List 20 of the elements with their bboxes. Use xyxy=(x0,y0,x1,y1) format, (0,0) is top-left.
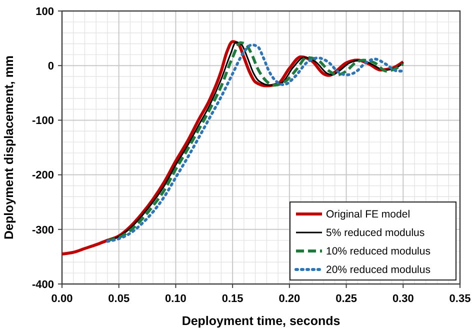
y-tick-label: -400 xyxy=(32,278,54,291)
y-tick-label: -200 xyxy=(32,170,54,182)
x-tick-label: 0.10 xyxy=(165,293,186,305)
y-tick-label: 100 xyxy=(36,6,54,18)
y-axis-title: Deployment displacement, mm xyxy=(2,55,16,240)
x-axis-title: Deployment time, seconds xyxy=(182,314,340,328)
x-tick-label: 0.35 xyxy=(449,293,471,305)
x-tick-label: 0.30 xyxy=(392,293,414,305)
legend-label: 5% reduced modulus xyxy=(326,227,425,240)
y-tick-label: -100 xyxy=(32,115,54,128)
x-tick-label: 0.00 xyxy=(51,293,73,305)
y-tick-label: 0 xyxy=(48,60,54,72)
x-tick-label: 0.20 xyxy=(278,293,300,305)
x-tick-label: 0.15 xyxy=(222,293,244,305)
legend-label: 20% reduced modulus xyxy=(326,264,430,276)
x-tick-label: 0.25 xyxy=(336,293,357,305)
y-tick-label: -300 xyxy=(32,224,54,236)
legend-label: Original FE model xyxy=(326,208,410,221)
legend-label: 10% reduced modulus xyxy=(326,246,430,258)
x-tick-label: 0.05 xyxy=(108,293,130,305)
